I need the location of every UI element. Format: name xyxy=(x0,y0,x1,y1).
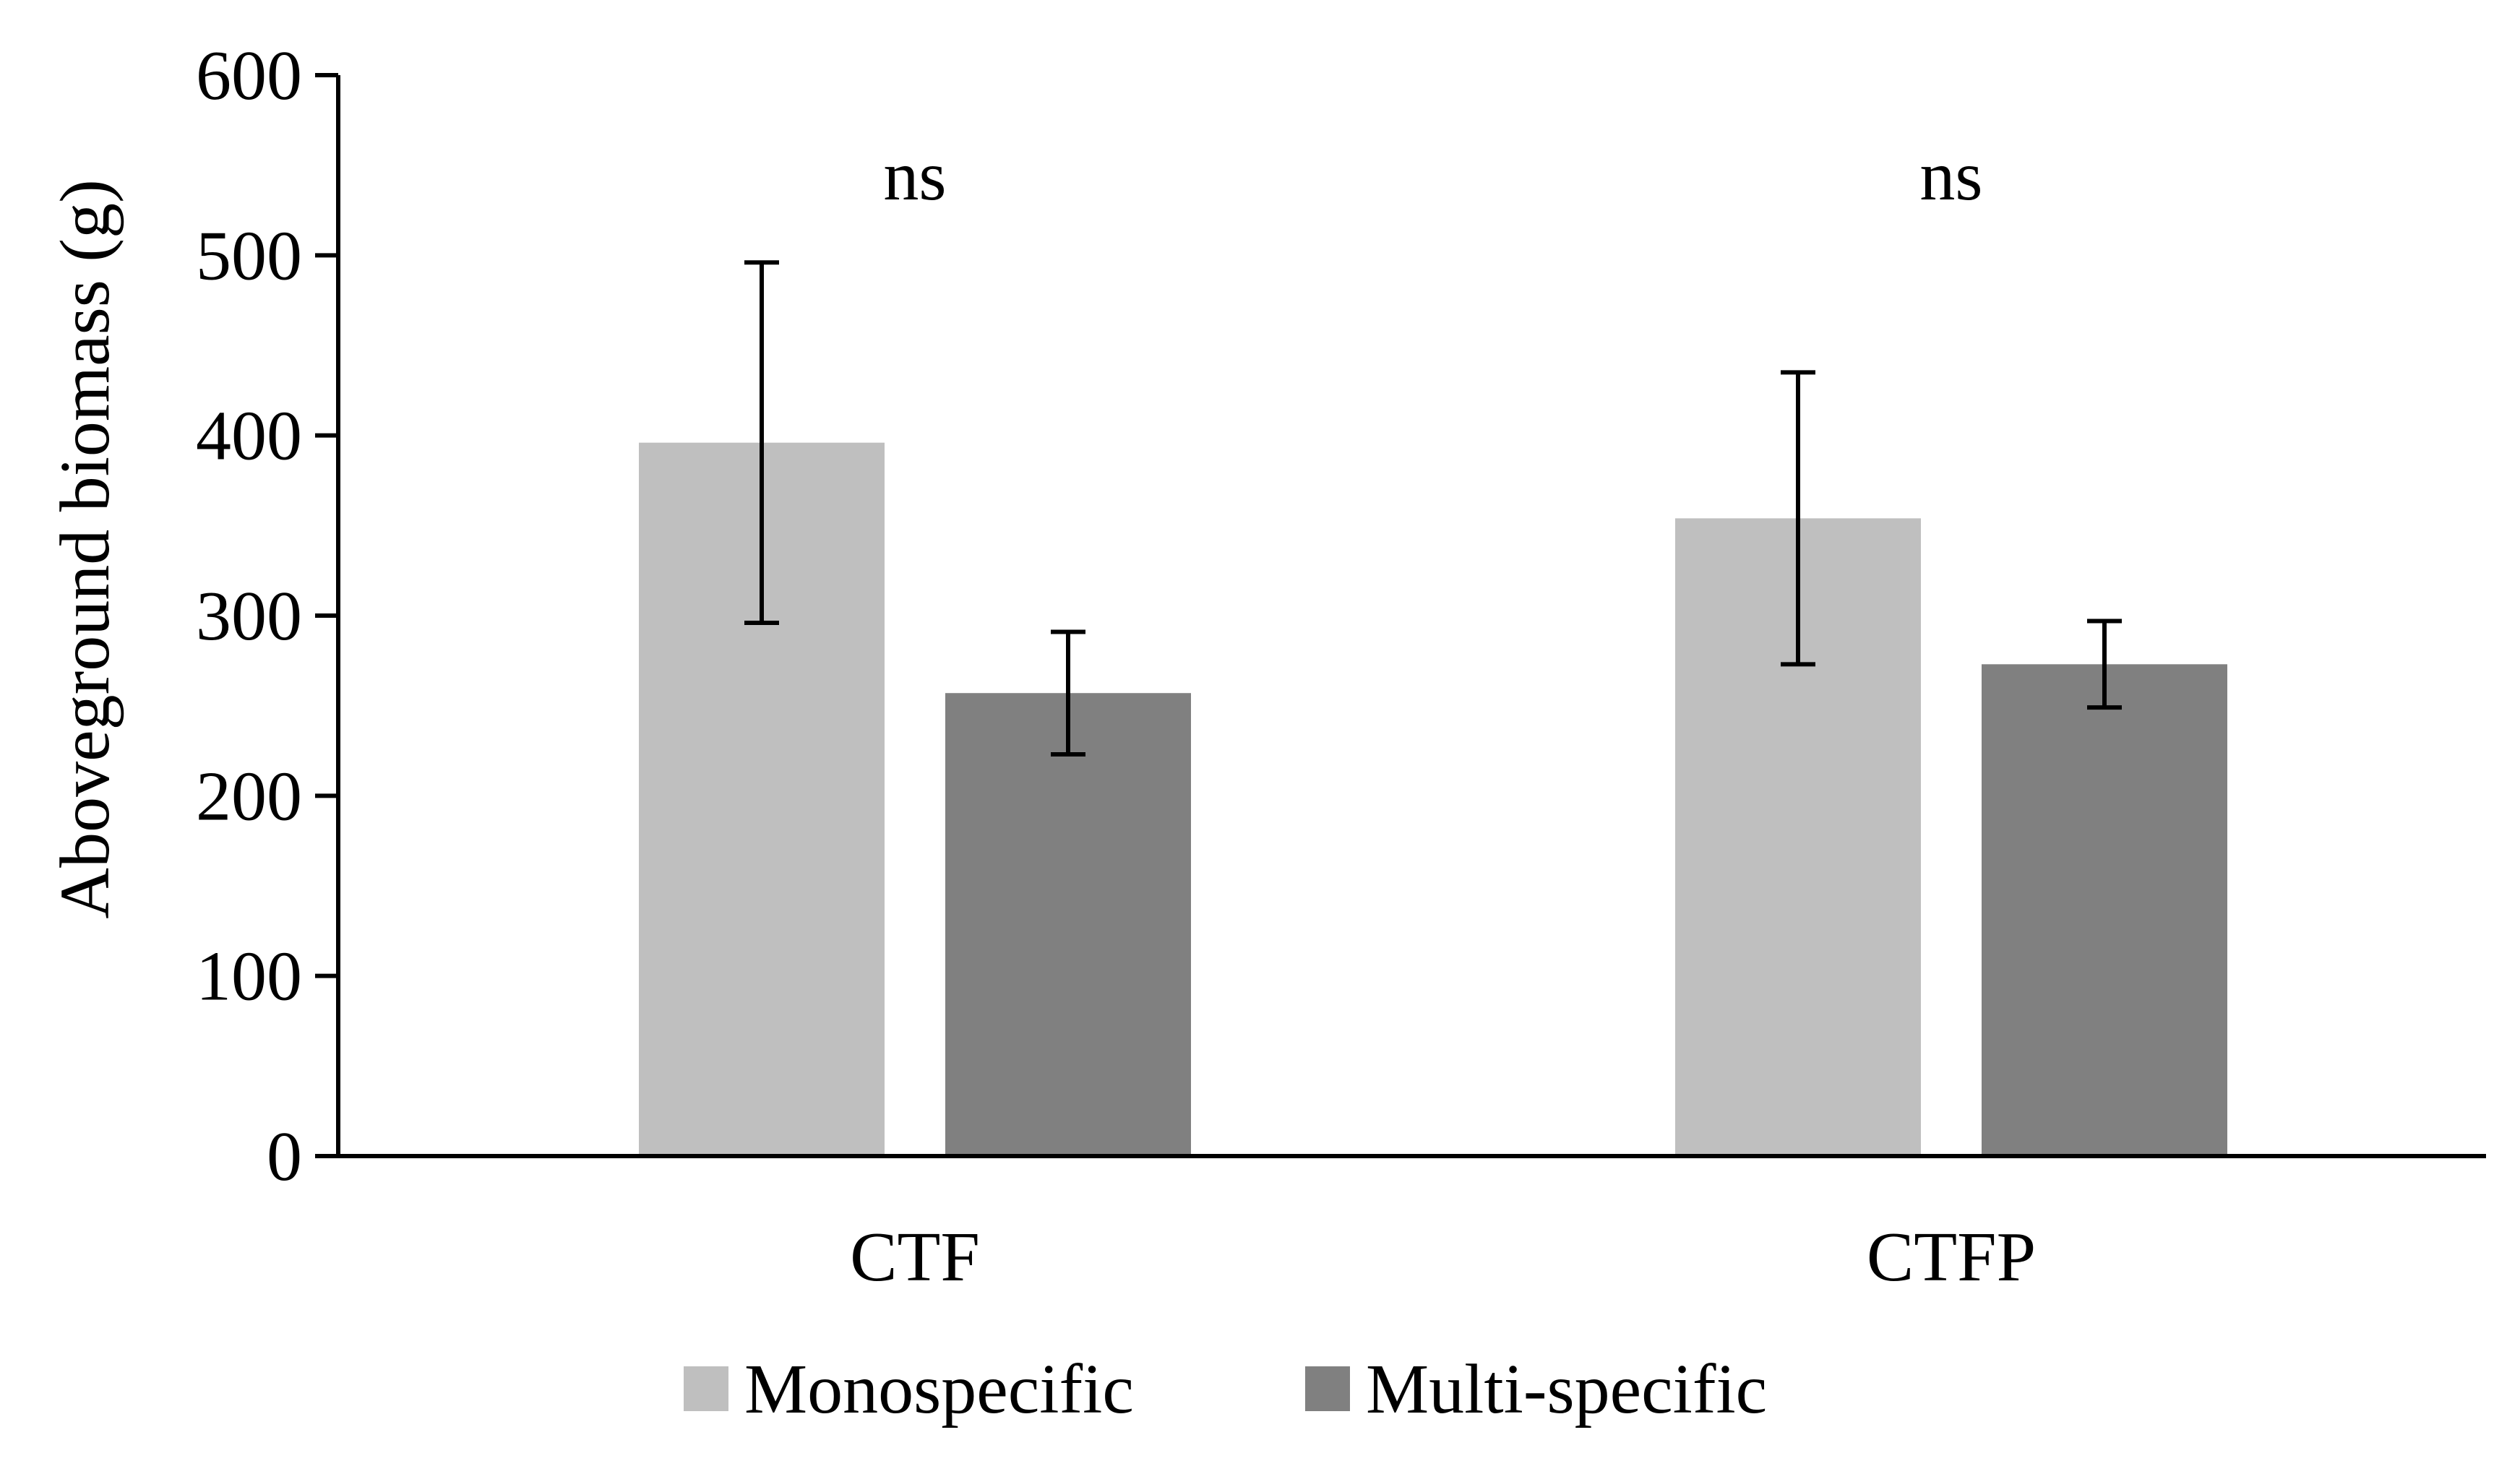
y-axis-title: Aboveground biomass (g) xyxy=(46,179,124,918)
significance-label: ns xyxy=(1919,137,1982,215)
legend-swatch xyxy=(1305,1366,1350,1411)
bar-ctfp-multi-specific xyxy=(1982,664,2227,1156)
y-tick-label: 400 xyxy=(196,397,302,475)
x-category-label: CTFP xyxy=(1867,1218,2036,1296)
legend-item-monospecific: Monospecific xyxy=(684,1350,1134,1428)
y-tick-label: 500 xyxy=(196,217,302,295)
y-tick-label: 200 xyxy=(196,757,302,835)
error-bar-ctf-monospecific xyxy=(744,260,779,625)
y-tick-label: 0 xyxy=(267,1118,302,1196)
significance-label: ns xyxy=(883,137,946,215)
legend-swatch xyxy=(684,1366,728,1411)
error-bar-ctf-multi-specific xyxy=(1051,629,1085,757)
error-bar-ctfp-monospecific xyxy=(1781,370,1815,667)
bar-ctf-multi-specific xyxy=(945,693,1191,1156)
y-tick-label: 600 xyxy=(196,37,302,115)
error-bar-ctfp-multi-specific xyxy=(2087,619,2122,710)
legend-label: Multi-specific xyxy=(1366,1350,1767,1428)
legend-label: Monospecific xyxy=(744,1350,1134,1428)
y-tick-label: 100 xyxy=(196,938,302,1016)
x-category-label: CTF xyxy=(850,1218,980,1296)
y-tick-label: 300 xyxy=(196,577,302,655)
legend-item-multi-specific: Multi-specific xyxy=(1305,1350,1767,1428)
